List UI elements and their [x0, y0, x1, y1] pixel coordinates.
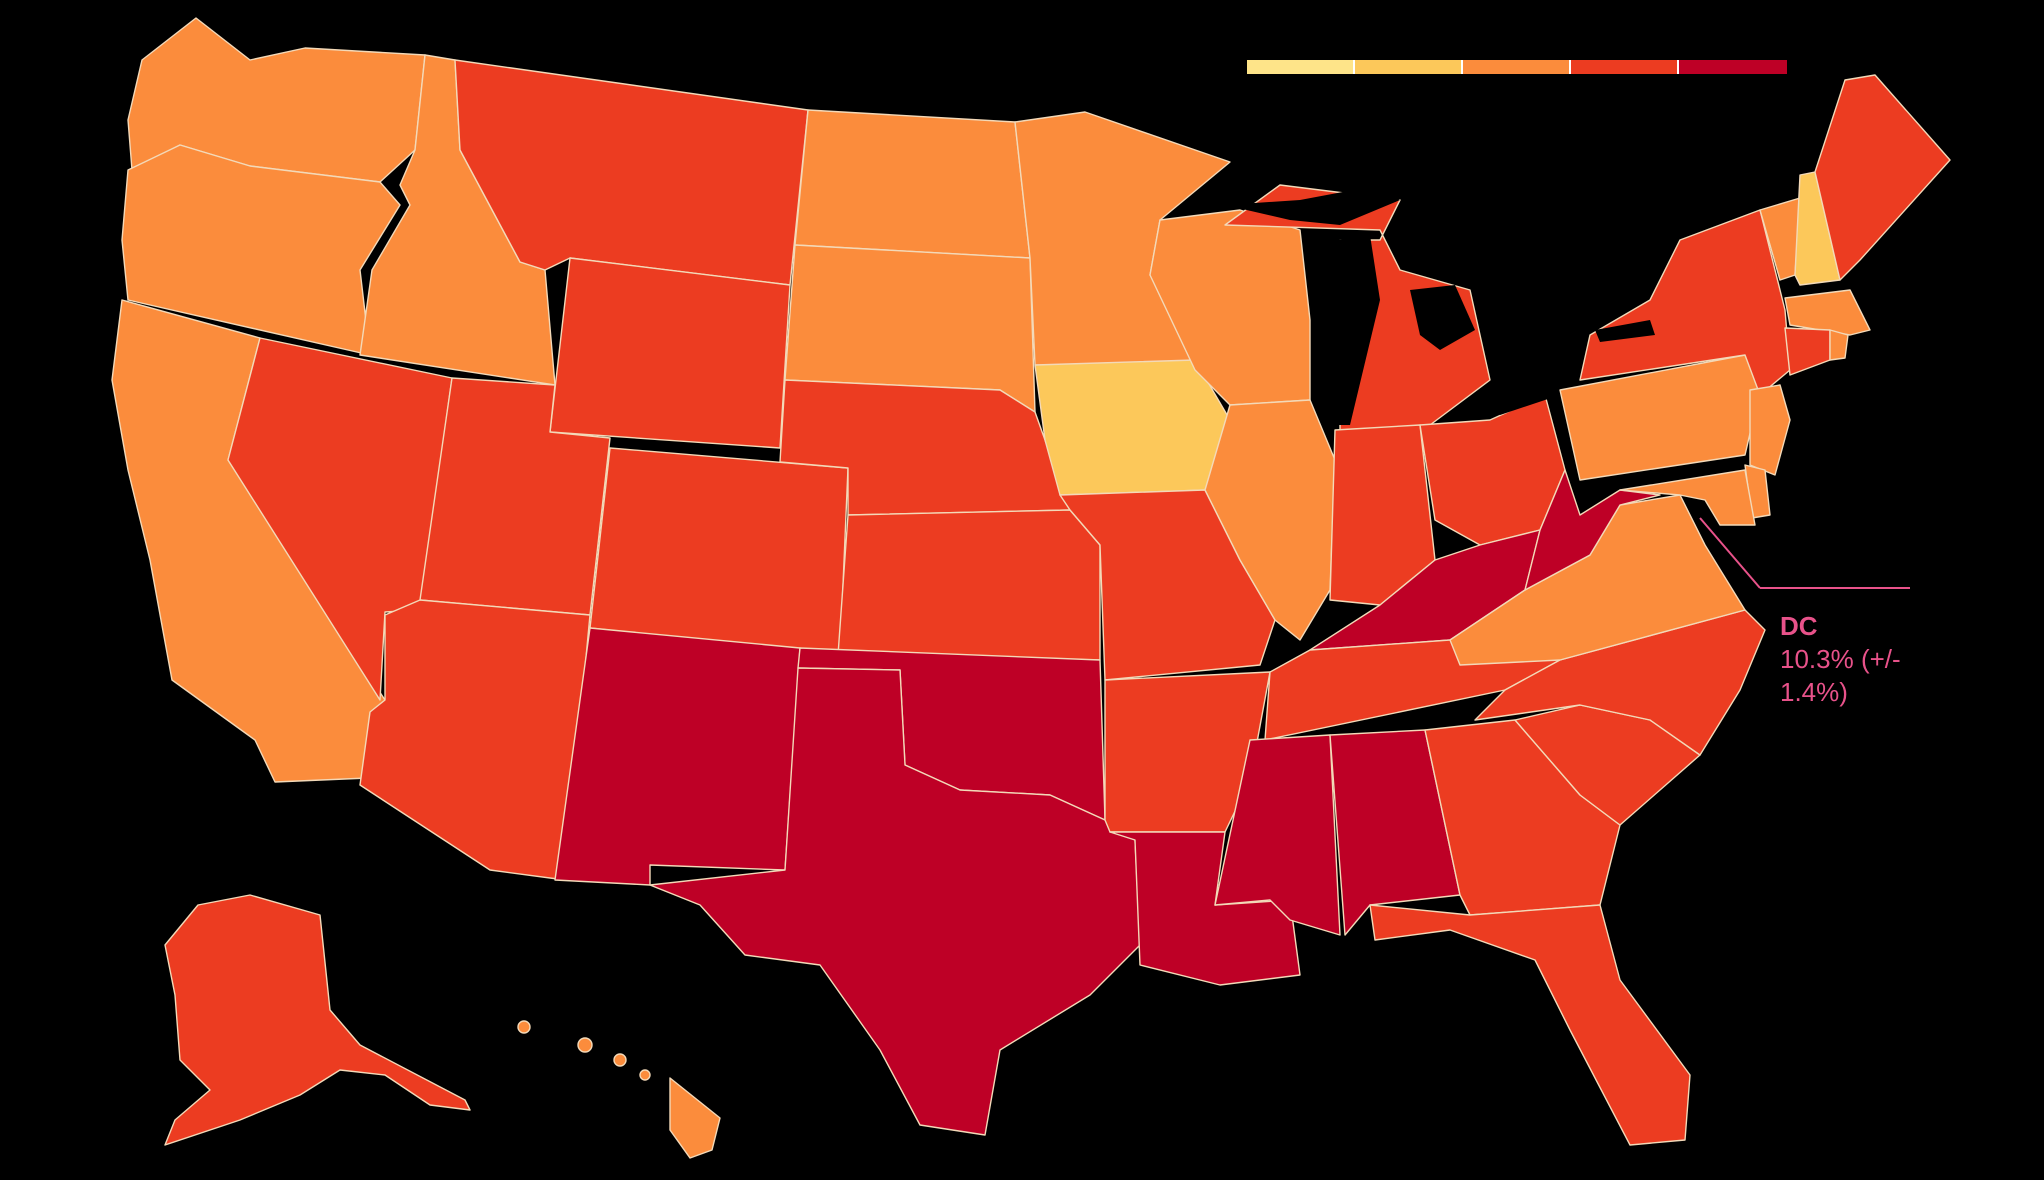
legend-tick-4: 13 — [1664, 86, 1694, 116]
state-oregon[interactable] — [121, 144, 401, 356]
great-lakes — [1225, 185, 1655, 425]
state-rhode-island[interactable] — [1829, 329, 1849, 361]
state-wyoming[interactable] — [549, 257, 791, 449]
state-alaska[interactable] — [164, 894, 471, 1146]
state-colorado[interactable] — [589, 447, 849, 656]
state-new-mexico[interactable] — [554, 627, 801, 886]
legend-color-bar — [1247, 60, 1787, 74]
state-texas[interactable] — [649, 667, 1141, 1136]
dc-leader-line — [1699, 517, 1761, 589]
legend-swatch-4 — [1571, 60, 1679, 74]
state-west-virginia[interactable] — [1524, 469, 1661, 591]
state-connecticut[interactable] — [1784, 327, 1831, 376]
hawaii-islands — [517, 1020, 651, 1081]
state-north-dakota[interactable] — [794, 109, 1031, 259]
state-louisiana[interactable] — [1109, 831, 1301, 986]
legend-swatch-3 — [1463, 60, 1571, 74]
state-alabama[interactable] — [1329, 729, 1461, 936]
legend-swatch-2 — [1355, 60, 1463, 74]
state-hawaii[interactable] — [669, 1077, 721, 1159]
dc-callout-margin: 1.4%) — [1780, 677, 1848, 707]
legend-title: Household Food Insecurity Rate (2018-202… — [1247, 26, 1768, 56]
legend-swatch-1 — [1247, 60, 1355, 74]
state-new-hampshire[interactable] — [1794, 171, 1841, 286]
state-iowa[interactable] — [1034, 359, 1231, 496]
legend-tick-2: 7 — [1455, 86, 1471, 116]
dc-callout-name: DC — [1780, 611, 1818, 641]
state-florida[interactable] — [1369, 904, 1691, 1146]
state-massachusetts[interactable] — [1784, 289, 1871, 336]
state-maine[interactable] — [1814, 74, 1951, 281]
legend-swatch-5 — [1679, 60, 1787, 74]
state-illinois[interactable] — [1204, 399, 1336, 641]
dc-callout-rate: 10.3% (+/- — [1780, 644, 1901, 674]
state-maryland[interactable] — [1619, 469, 1756, 526]
state-new-jersey[interactable] — [1749, 384, 1791, 476]
legend-tick-5: 16 — [1772, 86, 1802, 116]
state-kansas[interactable] — [837, 509, 1101, 661]
legend-tick-1: 4% — [1336, 86, 1374, 116]
state-arizona[interactable] — [359, 599, 591, 881]
legend-tick-3: 10 — [1556, 86, 1586, 116]
dc-callout: DC 10.3% (+/- 1.4%) — [1780, 610, 1901, 709]
